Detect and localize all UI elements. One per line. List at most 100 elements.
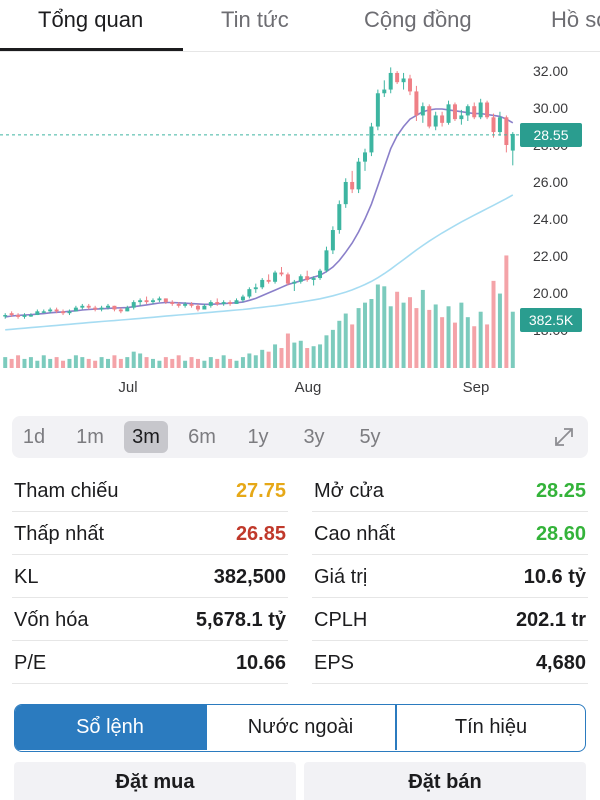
tab-news[interactable]: Tin tức	[221, 7, 289, 32]
volume-bar	[150, 358, 155, 368]
volume-bar	[318, 344, 323, 368]
candle-body	[260, 279, 265, 288]
candle-body	[28, 315, 33, 317]
price-chart[interactable]: 32.0030.0028.0026.0024.0022.0020.0018.00…	[0, 52, 600, 400]
timeframe-3m[interactable]: 3m	[124, 421, 168, 453]
stat-value: 202.1 tr	[515, 609, 586, 631]
candle-body	[375, 93, 380, 127]
volume-bar	[16, 355, 21, 368]
volume-bar	[234, 360, 239, 368]
volume-bar	[195, 358, 200, 368]
time-axis-label: Jul	[118, 379, 137, 396]
volume-bar	[189, 357, 194, 368]
volume-bar	[48, 358, 53, 368]
stat-label: Mở cửa	[314, 480, 384, 502]
timeframe-1d[interactable]: 1d	[22, 426, 46, 448]
candle-body	[343, 181, 348, 205]
volume-bar	[369, 299, 374, 368]
candle-body	[48, 309, 53, 312]
candle-body	[35, 311, 40, 316]
volume-bar	[311, 346, 316, 368]
price-axis-label: 32.00	[533, 63, 568, 79]
buy-button[interactable]: Đặt mua	[14, 762, 296, 800]
candle-body	[427, 106, 432, 127]
stat-value: 28.25	[535, 480, 586, 502]
candle-body	[285, 274, 290, 284]
volume-bar	[125, 357, 130, 368]
volume-bar	[80, 357, 85, 368]
candle-body	[61, 311, 66, 314]
expand-icon[interactable]	[552, 425, 576, 449]
tab-profile[interactable]: Hồ sơ	[551, 7, 600, 32]
volume-bar	[163, 357, 168, 368]
timeframe-1m[interactable]: 1m	[76, 426, 104, 448]
volume-bar	[363, 302, 368, 368]
stat-label: CPLH	[314, 609, 368, 631]
volume-bar	[86, 358, 91, 368]
price-axis-label: 30.00	[533, 100, 568, 116]
candle-body	[215, 302, 220, 304]
candle-body	[202, 305, 207, 310]
stat-eps: EPS 4,680	[312, 642, 588, 684]
candle-body	[491, 117, 496, 133]
volume-bar	[510, 311, 515, 368]
price-axis-label: 24.00	[533, 211, 568, 227]
timeframe-1y[interactable]: 1y	[247, 426, 269, 448]
candle-body	[86, 305, 91, 308]
timeframe-5y[interactable]: 5y	[359, 426, 381, 448]
candle-body	[337, 204, 342, 231]
volume-bar	[356, 308, 361, 368]
volume-bar	[228, 358, 233, 368]
candle-body	[80, 305, 85, 308]
volume-bar	[253, 355, 258, 368]
candle-body	[93, 307, 98, 310]
volume-bar	[35, 360, 40, 368]
candle-body	[163, 298, 168, 303]
timeframe-6m[interactable]: 6m	[188, 426, 216, 448]
candle-body	[195, 305, 200, 310]
stat-reference: Tham chiếu 27.75	[12, 470, 288, 512]
volume-bar	[452, 322, 457, 368]
volume-bar	[350, 324, 355, 368]
stat-shares-outstanding: CPLH 202.1 tr	[312, 599, 588, 641]
candle-body	[221, 302, 226, 304]
candle-body	[125, 307, 130, 312]
candle-body	[131, 302, 136, 308]
candle-body	[99, 307, 104, 310]
segment-foreign[interactable]: Nước ngoài	[247, 716, 354, 738]
candle-body	[382, 89, 387, 94]
candle-body	[183, 303, 188, 306]
volume-bar	[99, 357, 104, 368]
volume-bar	[395, 291, 400, 368]
stat-label: Cao nhất	[314, 523, 396, 545]
volume-bar	[440, 317, 445, 368]
stat-label: Vốn hóa	[14, 609, 89, 631]
stat-value: 382,500	[213, 566, 286, 588]
stat-label: Tham chiếu	[14, 480, 119, 502]
candle-body	[144, 300, 149, 303]
volume-bar	[202, 360, 207, 368]
timeframe-3y[interactable]: 3y	[303, 426, 325, 448]
tab-community[interactable]: Cộng đồng	[364, 7, 472, 32]
sell-button[interactable]: Đặt bán	[304, 762, 586, 800]
segment-order-book[interactable]: Sổ lệnh	[15, 705, 205, 750]
stat-label: EPS	[314, 652, 355, 674]
volume-bar	[324, 335, 329, 368]
candle-body	[208, 302, 213, 306]
volume-bar	[118, 358, 123, 368]
candle-body	[170, 302, 175, 304]
stat-market-cap: Vốn hóa 5,678.1 tỷ	[12, 599, 288, 641]
candle-body	[356, 161, 361, 190]
volume-bar	[67, 358, 72, 368]
candle-body	[112, 305, 117, 310]
segment-signals[interactable]: Tín hiệu	[454, 716, 528, 738]
candle-body	[446, 104, 451, 123]
volume-bar	[41, 355, 46, 368]
volume-bar	[305, 348, 310, 368]
candle-body	[465, 106, 470, 116]
tab-overview[interactable]: Tổng quan	[38, 7, 144, 32]
volume-bar	[343, 313, 348, 368]
stat-label: Giá trị	[314, 566, 368, 588]
volume-bar	[279, 348, 284, 368]
stat-value-traded: Giá trị 10.6 tỷ	[312, 556, 588, 598]
